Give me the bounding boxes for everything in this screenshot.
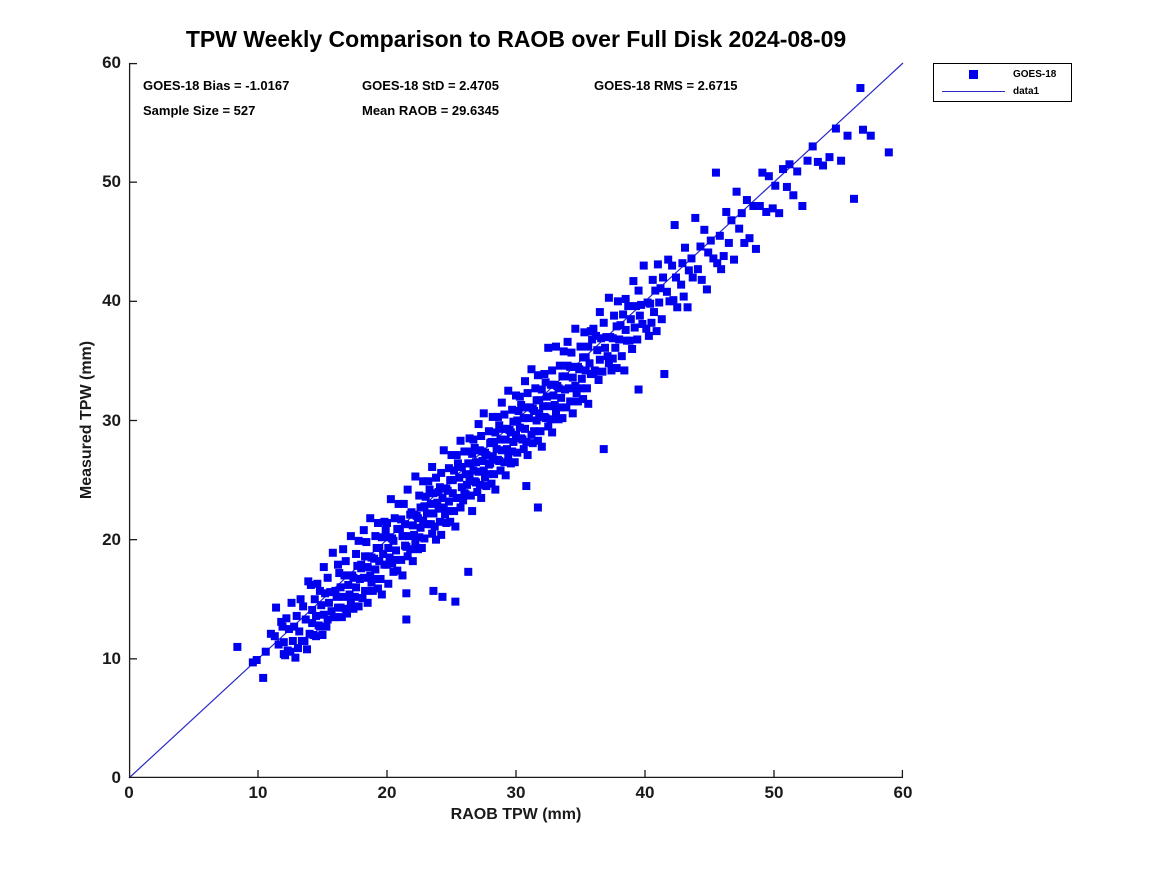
stat-rms: GOES-18 RMS = 2.6715 (594, 78, 738, 93)
y-tick-label: 40 (102, 291, 121, 311)
x-tick-label: 30 (506, 783, 526, 802)
legend-entry-goes18: GOES-18 (934, 66, 1071, 83)
legend-line-swatch (942, 90, 1005, 92)
x-tick-label: 10 (248, 783, 268, 802)
x-tick-label: 20 (377, 783, 397, 802)
x-tick-label: 50 (764, 783, 784, 802)
y-tick-label: 10 (102, 648, 121, 668)
legend-marker-swatch (942, 69, 1005, 79)
stat-std: GOES-18 StD = 2.4705 (362, 78, 499, 93)
legend-box: GOES-18 data1 (933, 63, 1072, 102)
stat-bias: GOES-18 Bias = -1.0167 (143, 78, 290, 93)
y-axis-label: Measured TPW (mm) (78, 340, 95, 500)
y-tick-label: 60 (102, 53, 121, 72)
scatter-plot (128, 62, 904, 779)
x-tick-label: 40 (635, 783, 655, 802)
x-axis-label: RAOB TPW (mm) (450, 806, 582, 823)
plot-area: GOES-18 Bias = -1.0167 GOES-18 StD = 2.4… (128, 62, 904, 779)
stat-mean-raob: Mean RAOB = 29.6345 (362, 103, 499, 118)
y-tick-label: 0 (111, 768, 121, 787)
legend-entry-data1: data1 (934, 83, 1071, 100)
square-marker-icon (969, 69, 978, 79)
x-tick-label: 60 (893, 783, 913, 802)
y-tick-label: 20 (102, 529, 121, 549)
y-tick-label: 30 (102, 410, 121, 430)
line-icon (942, 90, 1005, 92)
x-tick-label: 0 (124, 783, 134, 802)
legend-label: GOES-18 (1013, 68, 1057, 80)
stat-sample: Sample Size = 527 (143, 103, 256, 118)
legend-label: data1 (1013, 85, 1040, 97)
y-tick-label: 50 (102, 172, 121, 192)
chart-title: TPW Weekly Comparison to RAOB over Full … (185, 26, 847, 52)
